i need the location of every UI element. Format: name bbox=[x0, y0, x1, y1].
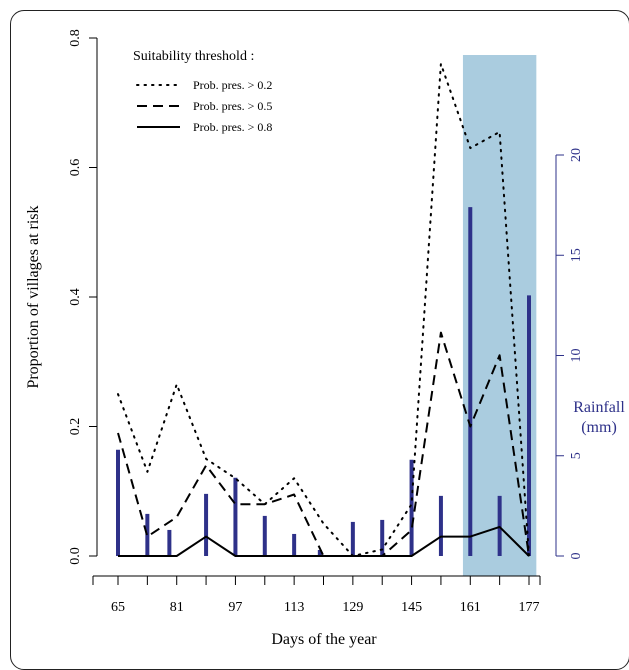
x-axis-label: Days of the year bbox=[271, 631, 377, 648]
y2-axis-label-line1: Rainfall bbox=[573, 399, 625, 416]
legend: Suitability threshold : Prob. pres. > 0.… bbox=[133, 49, 272, 134]
x-tick-label: 65 bbox=[111, 600, 125, 615]
y2-tick-label: 5 bbox=[569, 452, 584, 459]
x-tick-label: 145 bbox=[401, 600, 422, 615]
chart: Proportion of villages at risk Days of t… bbox=[25, 29, 625, 648]
legend-title: Suitability threshold : bbox=[133, 49, 254, 64]
x-tick-label: 177 bbox=[519, 600, 540, 615]
x-tick-label: 97 bbox=[228, 600, 242, 615]
y-tick-label: 0.6 bbox=[68, 159, 83, 177]
series-line-dotted bbox=[117, 62, 530, 557]
y2-tick-label: 20 bbox=[569, 148, 584, 162]
x-tick-label: 161 bbox=[460, 600, 481, 615]
legend-label-1: Prob. pres. > 0.5 bbox=[193, 99, 272, 113]
y-tick-label: 0.4 bbox=[68, 288, 83, 306]
x-tick-label: 81 bbox=[170, 600, 184, 615]
y2-axis-label-line2: (mm) bbox=[581, 419, 617, 436]
legend-label-2: Prob. pres. > 0.8 bbox=[193, 120, 272, 134]
y2-tick-label: 0 bbox=[569, 553, 584, 560]
y2-tick-label: 10 bbox=[569, 349, 584, 363]
x-tick-label: 113 bbox=[284, 600, 304, 615]
y-tick-label: 0.0 bbox=[68, 547, 83, 565]
x-tick-label: 129 bbox=[342, 600, 363, 615]
y2-tick-label: 15 bbox=[569, 248, 584, 262]
y-tick-label: 0.2 bbox=[68, 418, 83, 436]
y-tick-label: 0.8 bbox=[68, 29, 83, 47]
series-line-dashed bbox=[117, 331, 530, 557]
y-axis-label: Proportion of villages at risk bbox=[25, 205, 42, 388]
series-line-solid bbox=[118, 525, 530, 557]
legend-label-0: Prob. pres. > 0.2 bbox=[193, 78, 272, 92]
